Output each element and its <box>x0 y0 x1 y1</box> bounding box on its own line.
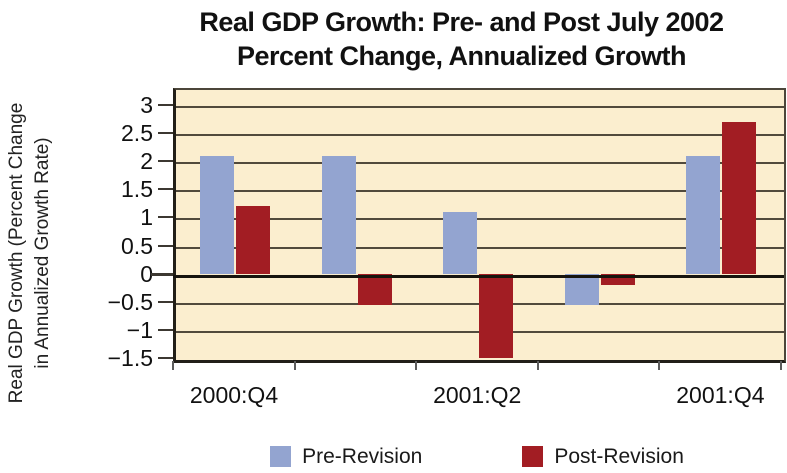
bar-post-revision <box>600 273 635 285</box>
y-tick-label: 1 <box>140 204 153 231</box>
y-axis-tick <box>158 328 173 331</box>
y-axis-tick <box>158 300 173 303</box>
y-axis-title: Real GDP Growth (Percent Change in Annua… <box>4 27 56 473</box>
y-axis-tick <box>158 103 173 106</box>
y-axis-tick <box>158 244 173 247</box>
y-tick-label: −1 <box>126 316 153 343</box>
x-axis-label: 2001:Q4 <box>676 382 765 408</box>
y-tick-label: 2.5 <box>121 120 153 146</box>
bar-pre-revision <box>321 155 356 274</box>
y-axis-tick <box>158 160 173 163</box>
gridline <box>176 134 784 136</box>
y-axis-tick <box>158 357 173 359</box>
y-axis-tick <box>151 272 173 276</box>
x-axis-tick <box>658 361 661 370</box>
y-tick-label: −1.5 <box>107 345 153 371</box>
bar-pre-revision <box>200 155 234 274</box>
x-axis-tick <box>536 361 539 370</box>
bar-pre-revision <box>686 155 721 274</box>
bar-post-revision <box>479 273 514 358</box>
y-axis-title-line2: in Annualized Growth Rate) <box>32 137 53 369</box>
gridline <box>176 246 784 249</box>
gridline <box>176 162 784 165</box>
bar-post-revision <box>357 273 392 305</box>
gridline <box>176 218 784 221</box>
x-axis-tick <box>293 361 296 370</box>
x-axis-label: 2000:Q4 <box>189 382 279 408</box>
bar-pre-revision <box>564 273 599 305</box>
chart-title: Real GDP Growth: Pre- and Post July 2002… <box>138 5 785 73</box>
y-axis-title-line1: Real GDP Growth (Percent Change <box>6 102 27 404</box>
legend-label: Pre-Revision <box>302 444 423 468</box>
y-axis-tick <box>158 216 173 219</box>
x-axis-tick <box>172 361 174 370</box>
y-axis-tick <box>158 188 173 191</box>
y-tick-label: −0.5 <box>107 288 153 315</box>
post-revision-swatch <box>522 445 544 467</box>
pre-revision-swatch <box>270 445 292 467</box>
bar-post-revision <box>236 206 270 274</box>
y-tick-label: 1.5 <box>121 176 153 203</box>
legend-item: Pre-Revision <box>270 444 423 468</box>
y-tick-label: 2 <box>140 148 153 175</box>
gridline <box>176 190 784 193</box>
legend-item: Post-Revision <box>522 444 684 468</box>
y-tick-label: 3 <box>140 91 153 118</box>
x-axis-label: 2001:Q2 <box>433 382 522 408</box>
x-axis-tick <box>780 361 782 370</box>
bar-post-revision <box>722 121 757 274</box>
chart-title-line2: Percent Change, Annualized Growth <box>236 41 687 71</box>
y-tick-label: 0.5 <box>121 232 153 259</box>
y-tick-label: 0 <box>140 260 153 287</box>
zero-line <box>173 274 784 278</box>
chart-legend: Pre-Revision Post-Revision <box>173 443 781 469</box>
y-axis-tick <box>158 132 173 134</box>
chart-title-line1: Real GDP Growth: Pre- and Post July 2002 <box>199 7 724 37</box>
legend-label: Post-Revision <box>554 444 684 468</box>
bar-pre-revision <box>443 211 478 274</box>
x-axis-tick <box>415 361 418 370</box>
gridline <box>176 105 784 108</box>
